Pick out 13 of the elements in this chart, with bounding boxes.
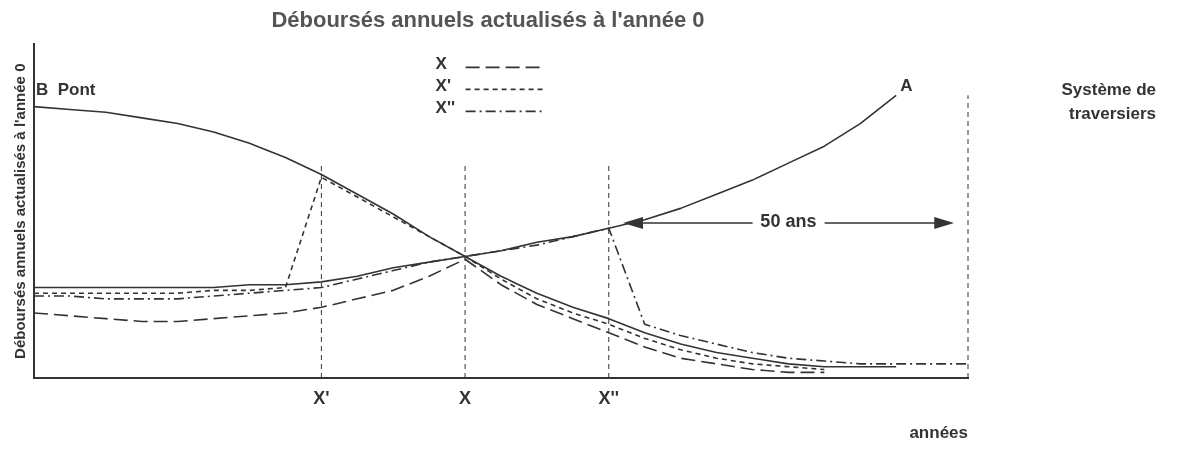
legend-label: X' — [435, 76, 452, 96]
series-label: A — [900, 76, 913, 96]
legend-label: X'' — [435, 98, 456, 118]
x-axis-title: années — [909, 423, 968, 443]
annotation: 50 ans — [760, 211, 817, 232]
y-axis-title: Déboursés annuels actualisés à l'année 0 — [11, 63, 29, 359]
series-label: B Pont — [36, 79, 96, 99]
x-tick-label: X — [459, 387, 472, 408]
legend-label: X — [435, 54, 448, 74]
chart-title: Déboursés annuels actualisés à l'année 0 — [271, 7, 705, 33]
text: Système de traversiers — [1061, 80, 1156, 124]
x-tick-label: X' — [313, 387, 330, 408]
x-tick-label: X'' — [598, 387, 620, 408]
